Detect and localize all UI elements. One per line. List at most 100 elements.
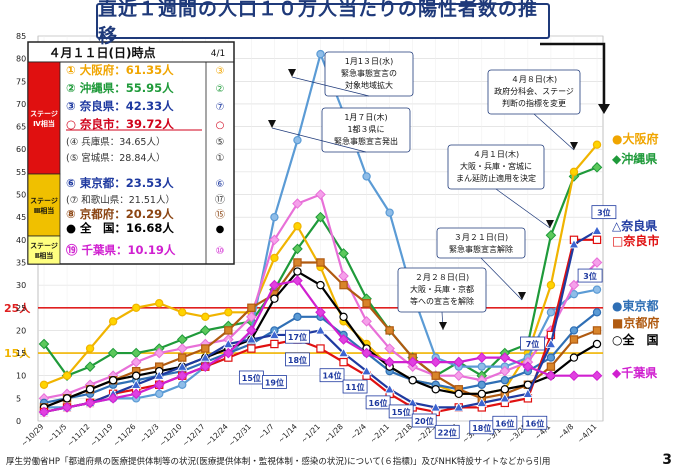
data-point	[178, 353, 187, 362]
callout-arrowhead	[546, 220, 554, 228]
data-point	[176, 370, 188, 382]
rank-label-box	[577, 268, 603, 283]
data-point	[569, 335, 579, 344]
rank-label: 11位	[345, 382, 364, 392]
y-tick-label: 45	[16, 213, 26, 222]
data-point	[153, 347, 165, 359]
stage-label: Ⅲ相当	[34, 206, 55, 215]
data-point	[476, 352, 488, 363]
legend-row: (⑤ 宮城県：28.84人）	[66, 152, 165, 164]
data-point	[431, 371, 440, 380]
rank-label-box	[285, 352, 310, 367]
data-point	[176, 343, 188, 354]
right-legend-item: △奈良県	[612, 218, 657, 233]
legend-prev-rank: ⑥	[216, 179, 225, 190]
x-tick-label: ~12/31	[227, 422, 253, 448]
rank-label-box	[411, 413, 437, 428]
callout-text: 大阪・兵庫・宮城に	[460, 161, 532, 171]
data-point	[200, 352, 211, 362]
callout-arrowhead	[570, 142, 578, 150]
rank-label-box	[365, 395, 391, 410]
data-point	[384, 356, 395, 368]
data-point	[476, 397, 488, 407]
data-point	[339, 280, 348, 290]
data-point	[223, 338, 234, 349]
data-point	[477, 389, 486, 399]
legend-prev-rank: ⑩	[216, 246, 225, 257]
data-point	[315, 211, 326, 223]
data-point	[453, 401, 465, 412]
rank-label: 15位	[392, 407, 411, 417]
data-point	[361, 347, 372, 359]
data-point	[316, 344, 325, 353]
x-tick-label: ~11/12	[65, 422, 91, 448]
data-point	[546, 280, 556, 290]
x-tick-label: ~12/17	[181, 422, 207, 448]
data-point	[270, 339, 279, 349]
rank-label-box	[285, 329, 310, 344]
data-point	[361, 365, 372, 376]
data-point	[62, 371, 72, 380]
callout-leader	[480, 257, 523, 301]
data-point	[362, 299, 371, 308]
x-tick-label: ~1/7	[256, 422, 276, 442]
rank-label-box	[342, 379, 368, 394]
data-point	[430, 356, 442, 368]
data-point	[247, 344, 256, 353]
callout-text: ２月２８日(日)	[415, 273, 469, 282]
data-point	[499, 352, 511, 363]
callout-text: ４月１日(木)	[473, 149, 519, 159]
data-point	[545, 229, 557, 241]
x-tick-label: ~11/26	[111, 422, 137, 448]
right-legend-item: ●東京都	[612, 298, 658, 313]
data-point	[362, 172, 371, 181]
legend-row: ⑧ 京都府：20.29人	[66, 207, 174, 221]
reference-label: 15人	[4, 346, 31, 360]
data-point	[38, 338, 50, 350]
data-point	[592, 285, 602, 294]
data-point	[84, 361, 96, 372]
legend-row: ③ 奈良県：42.33人	[66, 99, 174, 113]
y-tick-label: 80	[16, 55, 26, 64]
callout-text: 1都３県に	[347, 125, 384, 134]
x-tick-label: ~10/29	[19, 422, 45, 448]
data-point	[591, 225, 603, 235]
data-point	[384, 383, 395, 394]
y-axis: 0 5 10 15 20 25 30 35 40 45 50 55 60 65 70 75 80 85	[16, 32, 26, 426]
rank-label: 7位	[526, 339, 540, 349]
legend-row: (④ 兵庫県：34.65人）	[66, 136, 165, 148]
data-point	[592, 140, 602, 149]
legend-row: ⑲ 千葉県：10.19人	[66, 243, 176, 257]
callout-leader	[495, 188, 551, 229]
data-point	[293, 258, 302, 267]
data-point	[500, 385, 510, 394]
data-point	[178, 308, 187, 317]
data-point	[155, 389, 164, 399]
data-point	[316, 49, 325, 59]
callout-text: 大阪・兵庫・京都	[410, 284, 474, 294]
data-point	[62, 394, 72, 403]
data-point	[316, 280, 325, 290]
data-point	[339, 357, 348, 367]
data-point	[591, 370, 603, 382]
y-tick-label: 40	[16, 236, 26, 245]
data-point	[431, 385, 440, 394]
data-point	[292, 198, 303, 209]
data-point	[315, 189, 326, 200]
data-point	[477, 362, 486, 371]
data-point	[545, 370, 557, 382]
x-tick-label: ~2/18	[391, 422, 414, 445]
stage-label: Ⅱ相当	[35, 251, 54, 260]
data-point	[270, 212, 279, 222]
y-tick-label: 5	[16, 394, 21, 403]
callout-text: 等への宣言を解除	[410, 296, 474, 306]
y-tick-label: 30	[16, 281, 26, 290]
callout-leader	[291, 76, 370, 97]
y-tick-label: 55	[16, 168, 26, 177]
data-point	[199, 361, 211, 372]
rank-label-box	[262, 375, 287, 389]
x-tick-label: ~1/21	[299, 422, 322, 445]
data-point	[592, 326, 602, 335]
data-point	[107, 393, 119, 404]
